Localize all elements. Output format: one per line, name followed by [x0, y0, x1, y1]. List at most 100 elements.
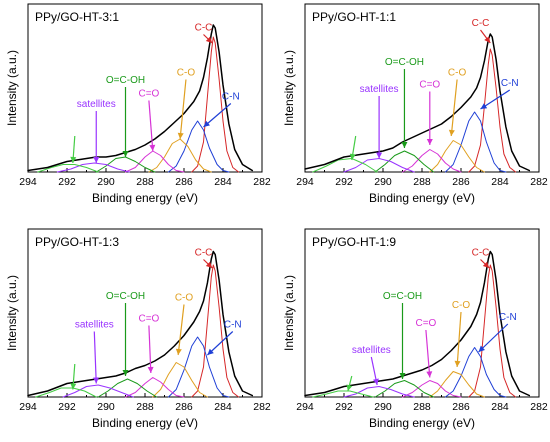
component-line	[402, 380, 462, 398]
x-tick-label: 294	[296, 176, 314, 188]
annotation-label: C=O	[138, 314, 159, 325]
chart-panel-3: 294 292 290 288 286 284 282 Binding energy (eV)…	[5, 228, 271, 430]
annotation-arrowhead	[448, 129, 455, 136]
component-line	[444, 111, 507, 173]
x-tick-label: 284	[214, 176, 232, 188]
annotation-label: O=C-OH	[106, 291, 145, 302]
annotation-arrowhead	[93, 157, 100, 163]
annotation-arrowhead	[426, 371, 433, 378]
x-tick-label: 292	[335, 176, 353, 188]
annotation-arrow	[425, 329, 431, 378]
annotation-arrow	[478, 323, 509, 353]
annotation-label: satellites	[360, 84, 399, 95]
chart-panel-2: 294 292 290 288 286 284 282 Binding energy (eV)…	[282, 3, 548, 205]
x-tick-label: 286	[452, 401, 470, 413]
x-tick-label: 286	[175, 176, 193, 188]
annotation-arrowhead	[484, 36, 491, 43]
y-axis-label: Intensity (a.u.)	[5, 50, 19, 126]
component-line	[125, 377, 185, 398]
x-tick-label: 288	[413, 401, 431, 413]
annotation-label: C=O	[419, 80, 440, 91]
annotation-label: satellites	[352, 345, 391, 356]
x-axis-label: Binding energy (eV)	[92, 416, 198, 430]
annotation-arrowhead	[149, 144, 156, 151]
annotation-arrow	[456, 311, 462, 368]
x-tick-label: 284	[491, 176, 509, 188]
component-line	[468, 48, 517, 173]
x-tick-label: 282	[253, 401, 271, 413]
x-tick-label: 282	[253, 176, 271, 188]
annotation-label: C-O	[448, 68, 467, 79]
component-line	[125, 150, 185, 173]
annotation-arrowhead	[207, 348, 214, 355]
annotation-label: O=C-OH	[106, 75, 145, 86]
x-tick-label: 292	[58, 176, 76, 188]
annotation-arrowhead	[426, 139, 433, 145]
annotation-arrowhead	[399, 373, 406, 379]
annotation-arrow	[148, 100, 154, 152]
x-tick-label: 282	[530, 176, 548, 188]
annotation-arrowhead	[372, 378, 379, 385]
annotation-label: C-C	[472, 248, 490, 259]
y-axis-label: Intensity (a.u.)	[282, 50, 296, 126]
y-axis-label: Intensity (a.u.)	[5, 275, 19, 351]
annotation-arrowhead	[70, 383, 77, 390]
annotation-arrowhead	[122, 370, 129, 376]
annotation-label: C-O	[175, 293, 194, 304]
component-line	[429, 140, 485, 173]
x-tick-label: 284	[214, 401, 232, 413]
annotation-arrow	[93, 331, 97, 384]
x-tick-label: 282	[530, 401, 548, 413]
component-line	[152, 362, 208, 398]
x-axis-label: Binding energy (eV)	[92, 191, 198, 205]
annotation-arrowhead	[177, 132, 184, 139]
chart-panel-4: 294 292 290 288 286 284 282 Binding energy (eV)…	[282, 228, 548, 430]
x-axis-label: Binding energy (eV)	[369, 191, 475, 205]
x-tick-label: 288	[136, 176, 154, 188]
annotation-arrow	[179, 79, 187, 140]
annotation-label: C-C	[472, 18, 490, 29]
chart-title: PPy/GO-HT-1:9	[312, 235, 396, 249]
x-tick-label: 286	[175, 401, 193, 413]
component-line	[35, 387, 97, 398]
annotation-arrowhead	[93, 377, 100, 384]
x-tick-label: 294	[19, 401, 37, 413]
annotation-arrowhead	[480, 103, 488, 109]
annotation-arrow	[450, 79, 458, 137]
chart-panel-1: 294 292 290 288 286 284 282 Binding energy (eV)…	[5, 3, 271, 205]
annotation-arrowhead	[482, 261, 490, 268]
annotation-arrowhead	[376, 152, 383, 159]
annotation-label: C-C	[195, 23, 213, 34]
annotation-arrow	[203, 103, 232, 128]
annotation-label: satellites	[75, 320, 114, 331]
component-line	[97, 378, 158, 398]
annotation-label: O=C-OH	[383, 291, 422, 302]
annotation-label: C-N	[224, 320, 242, 331]
x-tick-label: 292	[335, 401, 353, 413]
annotation-arrowhead	[401, 142, 408, 148]
component-line	[343, 158, 415, 173]
annotation-label: C-N	[501, 78, 519, 89]
annotation-label: C-N	[499, 312, 517, 323]
x-tick-label: 290	[374, 176, 392, 188]
envelope-line	[27, 24, 254, 172]
x-tick-label: 292	[58, 401, 76, 413]
annotation-arrowhead	[205, 261, 213, 268]
annotation-label: C=O	[415, 318, 436, 329]
x-tick-label: 290	[97, 176, 115, 188]
annotation-arrow	[148, 325, 152, 374]
component-line	[374, 380, 435, 398]
x-tick-label: 288	[413, 176, 431, 188]
annotation-arrowhead	[122, 151, 129, 157]
component-line	[191, 36, 240, 173]
annotation-arrowhead	[454, 360, 461, 367]
annotation-label: O=C-OH	[385, 57, 424, 68]
component-line	[402, 149, 462, 173]
x-tick-label: 294	[19, 176, 37, 188]
chart-title: PPy/GO-HT-3:1	[35, 10, 119, 24]
annotation-label: C-N	[222, 92, 240, 103]
chart-title: PPy/GO-HT-1:1	[312, 10, 396, 24]
component-line	[191, 264, 240, 398]
envelope-line	[304, 250, 531, 397]
component-line	[343, 386, 415, 398]
